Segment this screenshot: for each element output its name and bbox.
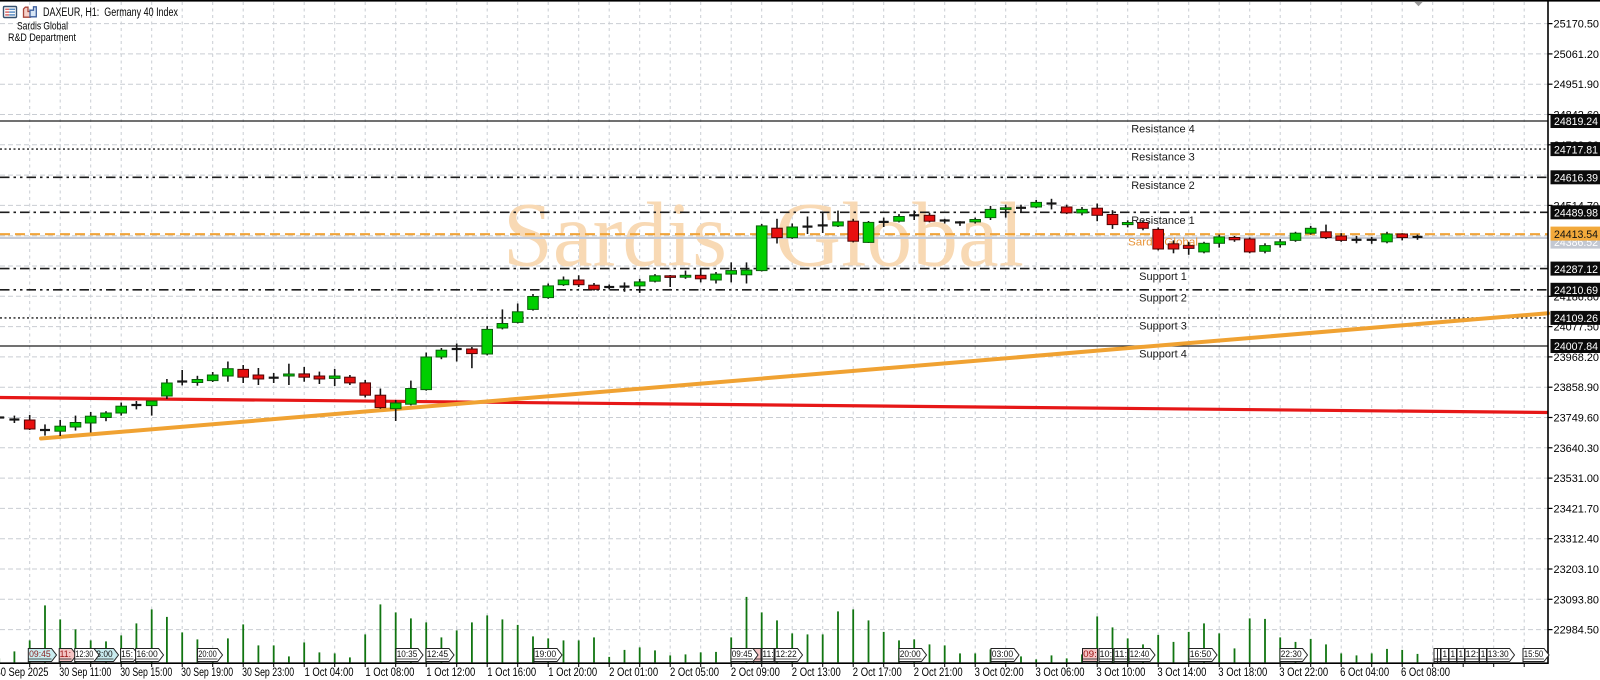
svg-text:30 Sep 15:00: 30 Sep 15:00 [120, 667, 172, 679]
svg-text:24287.12: 24287.12 [1554, 264, 1598, 276]
svg-text:Resistance 3: Resistance 3 [1131, 152, 1195, 164]
svg-text:24489.98: 24489.98 [1554, 208, 1598, 220]
svg-text:Resistance 4: Resistance 4 [1131, 124, 1195, 136]
svg-text:13:30: 13:30 [1488, 649, 1509, 660]
svg-text:23421.70: 23421.70 [1554, 503, 1600, 515]
svg-text:1 Oct 16:00: 1 Oct 16:00 [487, 667, 536, 679]
svg-text:3 Oct 18:00: 3 Oct 18:00 [1218, 667, 1267, 679]
svg-text:1 Oct 12:00: 1 Oct 12:00 [426, 667, 475, 679]
svg-text:2 Oct 21:00: 2 Oct 21:00 [914, 667, 963, 679]
svg-text:20:00: 20:00 [198, 649, 217, 660]
svg-text:1: 1 [1451, 649, 1456, 660]
svg-text:24951.90: 24951.90 [1554, 79, 1600, 91]
svg-text:Support 3: Support 3 [1139, 320, 1187, 332]
svg-text:1 Oct 04:00: 1 Oct 04:00 [305, 667, 354, 679]
svg-text:30 Sep 11:00: 30 Sep 11:00 [59, 667, 111, 679]
svg-text:23968.20: 23968.20 [1554, 352, 1600, 364]
svg-text:2 Oct 05:00: 2 Oct 05:00 [670, 667, 719, 679]
svg-text:15:50: 15:50 [1524, 649, 1544, 660]
svg-text:12:30: 12:30 [75, 649, 93, 660]
svg-text:16:00: 16:00 [136, 649, 157, 660]
svg-text:24616.39: 24616.39 [1554, 173, 1598, 185]
svg-text:24210.69: 24210.69 [1554, 285, 1598, 297]
svg-text:23203.10: 23203.10 [1554, 564, 1600, 576]
svg-text:2 Oct 17:00: 2 Oct 17:00 [853, 667, 902, 679]
svg-text:22:30: 22:30 [1281, 649, 1302, 660]
svg-text:R&D Department: R&D Department [8, 32, 77, 44]
svg-text:3 Oct 14:00: 3 Oct 14:00 [1157, 667, 1206, 679]
svg-text:11:: 11: [762, 649, 773, 660]
svg-text:09:: 09: [1083, 649, 1097, 660]
svg-text:1: 1 [1481, 649, 1486, 660]
svg-text:16:50: 16:50 [1190, 649, 1211, 660]
svg-text:22984.50: 22984.50 [1554, 625, 1600, 637]
svg-text:2 Oct 09:00: 2 Oct 09:00 [731, 667, 780, 679]
svg-text:12:22: 12:22 [776, 649, 797, 660]
svg-text:03:00: 03:00 [992, 649, 1013, 660]
svg-text:23640.30: 23640.30 [1554, 443, 1600, 455]
svg-text:23531.00: 23531.00 [1554, 473, 1600, 485]
svg-text:3 Oct 10:00: 3 Oct 10:00 [1096, 667, 1145, 679]
svg-text:25061.20: 25061.20 [1554, 49, 1600, 61]
svg-text:3 Oct 22:00: 3 Oct 22:00 [1279, 667, 1328, 679]
svg-text:DAXEUR, H1: Germany 40 Index: DAXEUR, H1: Germany 40 Index [43, 5, 179, 19]
svg-text:6 Oct 04:00: 6 Oct 04:00 [1340, 667, 1389, 679]
svg-text:6 Oct 08:00: 6 Oct 08:00 [1401, 667, 1450, 679]
svg-text:12:: 12: [1466, 649, 1479, 660]
svg-text:3 Oct 06:00: 3 Oct 06:00 [1036, 667, 1085, 679]
svg-text:30 Sep 2025: 30 Sep 2025 [0, 667, 49, 679]
svg-text:15:: 15: [121, 649, 133, 660]
svg-text:2 Oct 13:00: 2 Oct 13:00 [792, 667, 841, 679]
svg-text:Support 4: Support 4 [1139, 349, 1187, 361]
svg-text:24717.81: 24717.81 [1554, 144, 1598, 156]
svg-text:23312.40: 23312.40 [1554, 534, 1600, 546]
svg-text:24819.24: 24819.24 [1554, 116, 1598, 128]
svg-text:19:00: 19:00 [535, 649, 556, 660]
svg-text:3 Oct 02:00: 3 Oct 02:00 [975, 667, 1024, 679]
svg-text:1: 1 [1443, 649, 1448, 660]
svg-text:23749.60: 23749.60 [1554, 413, 1600, 425]
svg-text:Resistance 2: Resistance 2 [1131, 180, 1195, 192]
svg-text:30 Sep 23:00: 30 Sep 23:00 [242, 667, 294, 679]
svg-text:24007.84: 24007.84 [1554, 341, 1598, 353]
svg-text:Support 2: Support 2 [1139, 292, 1187, 304]
svg-text:23858.90: 23858.90 [1554, 382, 1600, 394]
svg-text:Sardis Global: Sardis Global [17, 21, 68, 33]
svg-text:1 Oct 20:00: 1 Oct 20:00 [548, 667, 597, 679]
svg-text:Support 1: Support 1 [1139, 271, 1187, 283]
svg-text:10:35: 10:35 [397, 649, 418, 660]
svg-text:11:: 11: [1115, 649, 1128, 660]
svg-text:09:45: 09:45 [29, 649, 51, 660]
svg-text:30 Sep 19:00: 30 Sep 19:00 [181, 667, 233, 679]
svg-text:09:45: 09:45 [732, 649, 753, 660]
svg-text:12:40: 12:40 [1130, 649, 1150, 660]
svg-text:2 Oct 01:00: 2 Oct 01:00 [609, 667, 658, 679]
svg-text:11:: 11: [60, 649, 71, 660]
svg-text:10:: 10: [1100, 649, 1113, 660]
svg-text:13:00: 13:00 [92, 649, 113, 660]
svg-text:1: 1 [1459, 649, 1464, 660]
svg-text:12:45: 12:45 [427, 649, 448, 660]
svg-text:1 Oct 08:00: 1 Oct 08:00 [365, 667, 414, 679]
svg-text:24109.26: 24109.26 [1554, 313, 1598, 325]
svg-text:25170.50: 25170.50 [1554, 19, 1600, 31]
svg-text:20:00: 20:00 [900, 649, 921, 660]
svg-text:23093.80: 23093.80 [1554, 594, 1600, 606]
svg-text:24413.54: 24413.54 [1554, 229, 1598, 241]
